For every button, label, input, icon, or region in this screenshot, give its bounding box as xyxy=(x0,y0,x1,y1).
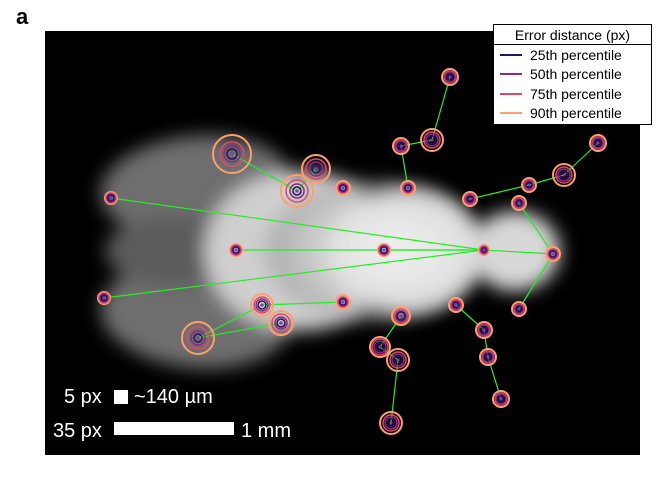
keypoint-dot xyxy=(341,186,344,189)
keypoint xyxy=(449,298,463,312)
keypoint-dot xyxy=(499,397,502,400)
keypoint xyxy=(512,302,526,316)
skeleton-edge xyxy=(262,302,343,305)
keypoint-dot xyxy=(562,173,565,176)
skeleton-edge xyxy=(519,254,553,309)
keypoint xyxy=(442,69,458,85)
legend-item-label: 90th percentile xyxy=(530,105,622,121)
keypoint xyxy=(269,311,293,335)
keypoint xyxy=(393,138,409,154)
keypoint-dot xyxy=(448,75,451,78)
scale-bar-small xyxy=(114,390,128,404)
keypoint-dot xyxy=(234,248,237,251)
keypoint-dot xyxy=(551,252,554,255)
keypoint-dot xyxy=(396,358,399,361)
keypoint-dot xyxy=(468,197,471,200)
keypoint xyxy=(553,164,575,186)
keypoint-dot xyxy=(389,421,392,424)
keypoint xyxy=(336,181,350,195)
keypoint xyxy=(213,135,251,173)
keypoint xyxy=(370,337,390,357)
keypoint-dot xyxy=(527,183,530,186)
keypoint xyxy=(463,192,477,206)
legend-swatch xyxy=(500,112,522,114)
keypoint-dot xyxy=(279,321,282,324)
keypoint xyxy=(401,181,415,195)
keypoint xyxy=(230,244,242,256)
legend-item: 25th percentile xyxy=(494,45,651,65)
scale-small-um: ~140 µm xyxy=(134,386,213,409)
keypoint xyxy=(493,391,509,407)
skeleton-edge xyxy=(484,250,553,254)
scale-large-mm: 1 mm xyxy=(241,420,291,443)
legend-item: 50th percentile xyxy=(494,65,651,85)
keypoint xyxy=(98,292,110,304)
keypoint-dot xyxy=(406,186,409,189)
keypoint xyxy=(182,322,214,354)
keypoint xyxy=(380,412,402,434)
keypoint-dot xyxy=(399,144,402,147)
keypoint-dot xyxy=(482,328,485,331)
keypoint-dot xyxy=(596,141,599,144)
legend-swatch xyxy=(500,73,522,75)
keypoint-dot xyxy=(314,167,317,170)
keypoint-dot xyxy=(109,196,112,199)
keypoint xyxy=(546,247,560,261)
legend: Error distance (px) 25th percentile 50th… xyxy=(493,24,652,125)
legend-item-label: 50th percentile xyxy=(530,66,622,82)
keypoint-dot xyxy=(517,201,520,204)
keypoint xyxy=(480,349,496,365)
keypoint xyxy=(251,294,273,316)
keypoint-dot xyxy=(341,300,344,303)
scale-large-px: 35 px xyxy=(53,420,102,443)
keypoint-dot xyxy=(295,189,298,192)
legend-item-label: 25th percentile xyxy=(530,47,622,63)
keypoint-dot xyxy=(102,296,105,299)
scale-small-px: 5 px xyxy=(64,386,102,409)
legend-swatch xyxy=(500,93,522,95)
keypoint xyxy=(590,135,606,151)
keypoint xyxy=(378,244,390,256)
keypoint-dot xyxy=(382,248,385,251)
keypoint xyxy=(336,295,350,309)
legend-swatch xyxy=(500,54,522,56)
keypoint xyxy=(522,178,536,192)
legend-item: 90th percentile xyxy=(494,104,651,124)
keypoint xyxy=(392,307,410,325)
keypoint-dot xyxy=(486,355,489,358)
skeleton-edge xyxy=(111,198,484,250)
skeleton-edge xyxy=(104,250,484,298)
legend-item-label: 75th percentile xyxy=(530,86,622,102)
keypoint-dot xyxy=(230,152,233,155)
skeleton-edge xyxy=(519,203,553,254)
keypoint-dot xyxy=(399,314,402,317)
keypoint-dot xyxy=(378,345,381,348)
keypoint-dot xyxy=(482,248,485,251)
keypoint-dot xyxy=(196,336,199,339)
legend-title: Error distance (px) xyxy=(494,25,651,45)
keypoint xyxy=(105,192,117,204)
skeleton-edge xyxy=(432,77,450,140)
keypoint xyxy=(512,196,526,210)
keypoint xyxy=(479,245,489,255)
keypoint-dot xyxy=(260,303,263,306)
keypoint xyxy=(302,155,330,183)
keypoint xyxy=(387,349,409,371)
keypoint xyxy=(421,129,443,151)
scale-bar-large xyxy=(114,422,234,435)
legend-item: 75th percentile xyxy=(494,84,651,104)
keypoint-dot xyxy=(430,138,433,141)
keypoint xyxy=(476,322,492,338)
keypoint-dot xyxy=(454,303,457,306)
keypoint-dot xyxy=(517,307,520,310)
